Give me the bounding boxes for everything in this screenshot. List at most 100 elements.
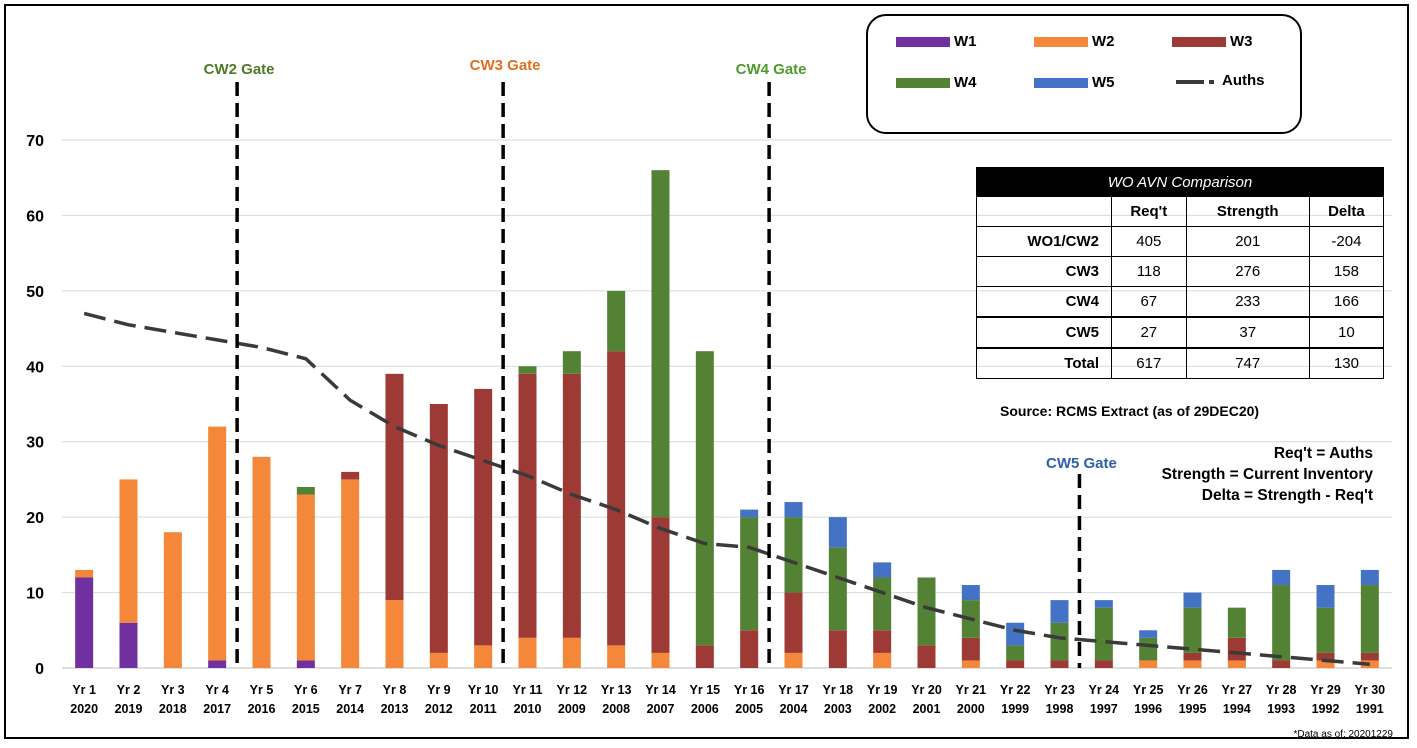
comparison-row: Total 617 747 130 [976, 347, 1385, 379]
bar-segment-w3 [385, 373, 404, 601]
x-tick-label: Yr 15 [690, 683, 721, 697]
x-tick-year: 2020 [70, 702, 98, 716]
bar-segment-w4 [1183, 607, 1202, 653]
bar-segment-w4 [1094, 607, 1113, 661]
x-tick-year: 2005 [735, 702, 763, 716]
legend-w2: W2 [1034, 33, 1115, 50]
bar-segment-w4 [828, 547, 847, 631]
bar-segment-w2 [252, 456, 271, 668]
bar-segment-w3 [651, 517, 670, 653]
x-tick-label: Yr 18 [823, 683, 854, 697]
x-tick-year: 1999 [1001, 702, 1029, 716]
comparison-row-label: CW5 [976, 316, 1112, 349]
bar-segment-w2 [651, 652, 670, 668]
bar-segment-w4 [873, 577, 892, 631]
data-date-footnote: *Data as of: 20201229 [1293, 729, 1393, 740]
bar-segment-w5 [1094, 600, 1113, 608]
x-tick-label: Yr 14 [645, 683, 676, 697]
bar-segment-w3 [1316, 652, 1335, 661]
x-tick-label: Yr 29 [1310, 683, 1341, 697]
x-tick-label: Yr 2 [117, 683, 141, 697]
x-tick-label: Yr 24 [1089, 683, 1120, 697]
comparison-delta: 10 [1308, 316, 1385, 349]
y-tick-label: 60 [26, 208, 44, 225]
x-tick-year: 2009 [558, 702, 586, 716]
bar-segment-w3 [1050, 660, 1069, 668]
bar-segment-w3 [1006, 660, 1025, 668]
x-tick-year: 2015 [292, 702, 320, 716]
bar-segment-w2 [119, 479, 138, 623]
x-tick-label: Yr 4 [205, 683, 229, 697]
bar-segment-w3 [1183, 652, 1202, 661]
bar-segment-w1 [208, 660, 227, 668]
comparison-strength: 37 [1185, 316, 1310, 349]
bar-segment-w2 [296, 494, 315, 661]
bar-segment-w5 [1272, 569, 1291, 586]
bar-segment-w1 [296, 660, 315, 668]
x-tick-year: 1995 [1179, 702, 1207, 716]
y-tick-label: 10 [26, 586, 44, 603]
x-tick-label: Yr 9 [427, 683, 451, 697]
bar-segment-w2 [429, 652, 448, 668]
x-tick-year: 1992 [1312, 702, 1340, 716]
gate-label: CW2 Gate [204, 61, 275, 78]
bar-segment-w1 [119, 622, 138, 668]
x-tick-label: Yr 8 [383, 683, 407, 697]
x-tick-year: 2016 [248, 702, 276, 716]
bar-segment-w4 [562, 351, 581, 374]
bar-segment-w3 [784, 592, 803, 653]
bar-segment-w3 [961, 637, 980, 661]
comparison-strength: 233 [1185, 286, 1310, 318]
bar-segment-w2 [607, 645, 626, 668]
gate-label: CW5 Gate [1046, 455, 1117, 472]
x-tick-label: Yr 3 [161, 683, 185, 697]
x-tick-label: Yr 23 [1044, 683, 1075, 697]
comparison-strength: 276 [1185, 256, 1310, 287]
x-tick-year: 2011 [470, 702, 497, 716]
comparison-row: CW4 67 233 166 [976, 286, 1385, 318]
bar-segment-w5 [1139, 630, 1158, 638]
chart-frame [4, 4, 1409, 739]
x-tick-label: Yr 25 [1133, 683, 1164, 697]
bar-segment-w3 [1227, 637, 1246, 661]
legend-swatch-w3 [1172, 36, 1226, 47]
comparison-req: 118 [1111, 256, 1187, 287]
y-tick-label: 50 [26, 284, 44, 301]
x-tick-year: 2019 [115, 702, 143, 716]
bar-segment-w5 [1006, 622, 1025, 646]
bar-segment-w2 [961, 660, 980, 668]
x-tick-label: Yr 20 [911, 683, 942, 697]
bar-segment-w2 [385, 600, 404, 668]
bar-segment-w5 [1316, 585, 1335, 608]
x-tick-year: 2008 [602, 702, 630, 716]
comparison-row-label: Total [976, 347, 1112, 379]
x-tick-label: Yr 6 [294, 683, 318, 697]
bar-segment-w2 [873, 652, 892, 668]
comparison-strength: 201 [1185, 226, 1310, 257]
comparison-req: 27 [1111, 316, 1187, 349]
gate-label: CW4 Gate [736, 61, 807, 78]
bar-segment-w4 [1006, 645, 1025, 661]
y-tick-label: 70 [26, 133, 44, 150]
bar-segment-w3 [1094, 660, 1113, 668]
bar-segment-w3 [917, 645, 936, 668]
bar-segment-w5 [873, 562, 892, 578]
comparison-delta: -204 [1308, 226, 1385, 257]
x-tick-year: 2018 [159, 702, 187, 716]
chart-legend: W1 W2 W3 W4 W5 Auths [866, 14, 1302, 134]
bar-segment-w2 [784, 652, 803, 668]
bar-segment-w4 [695, 351, 714, 646]
legend-label-w5: W5 [1092, 74, 1115, 91]
bar-segment-w2 [474, 645, 493, 668]
x-tick-label: Yr 16 [734, 683, 765, 697]
comparison-header-strength: Strength [1185, 196, 1310, 227]
comparison-table: WO AVN Comparison Req't Strength Delta W… [976, 167, 1385, 379]
bar-segment-w4 [518, 366, 537, 374]
x-tick-year: 2002 [868, 702, 896, 716]
bar-segment-w3 [873, 630, 892, 653]
comparison-strength: 747 [1185, 347, 1310, 379]
gate-label: CW3 Gate [470, 57, 541, 74]
bar-segment-w2 [1139, 660, 1158, 668]
y-tick-label: 0 [35, 661, 44, 678]
